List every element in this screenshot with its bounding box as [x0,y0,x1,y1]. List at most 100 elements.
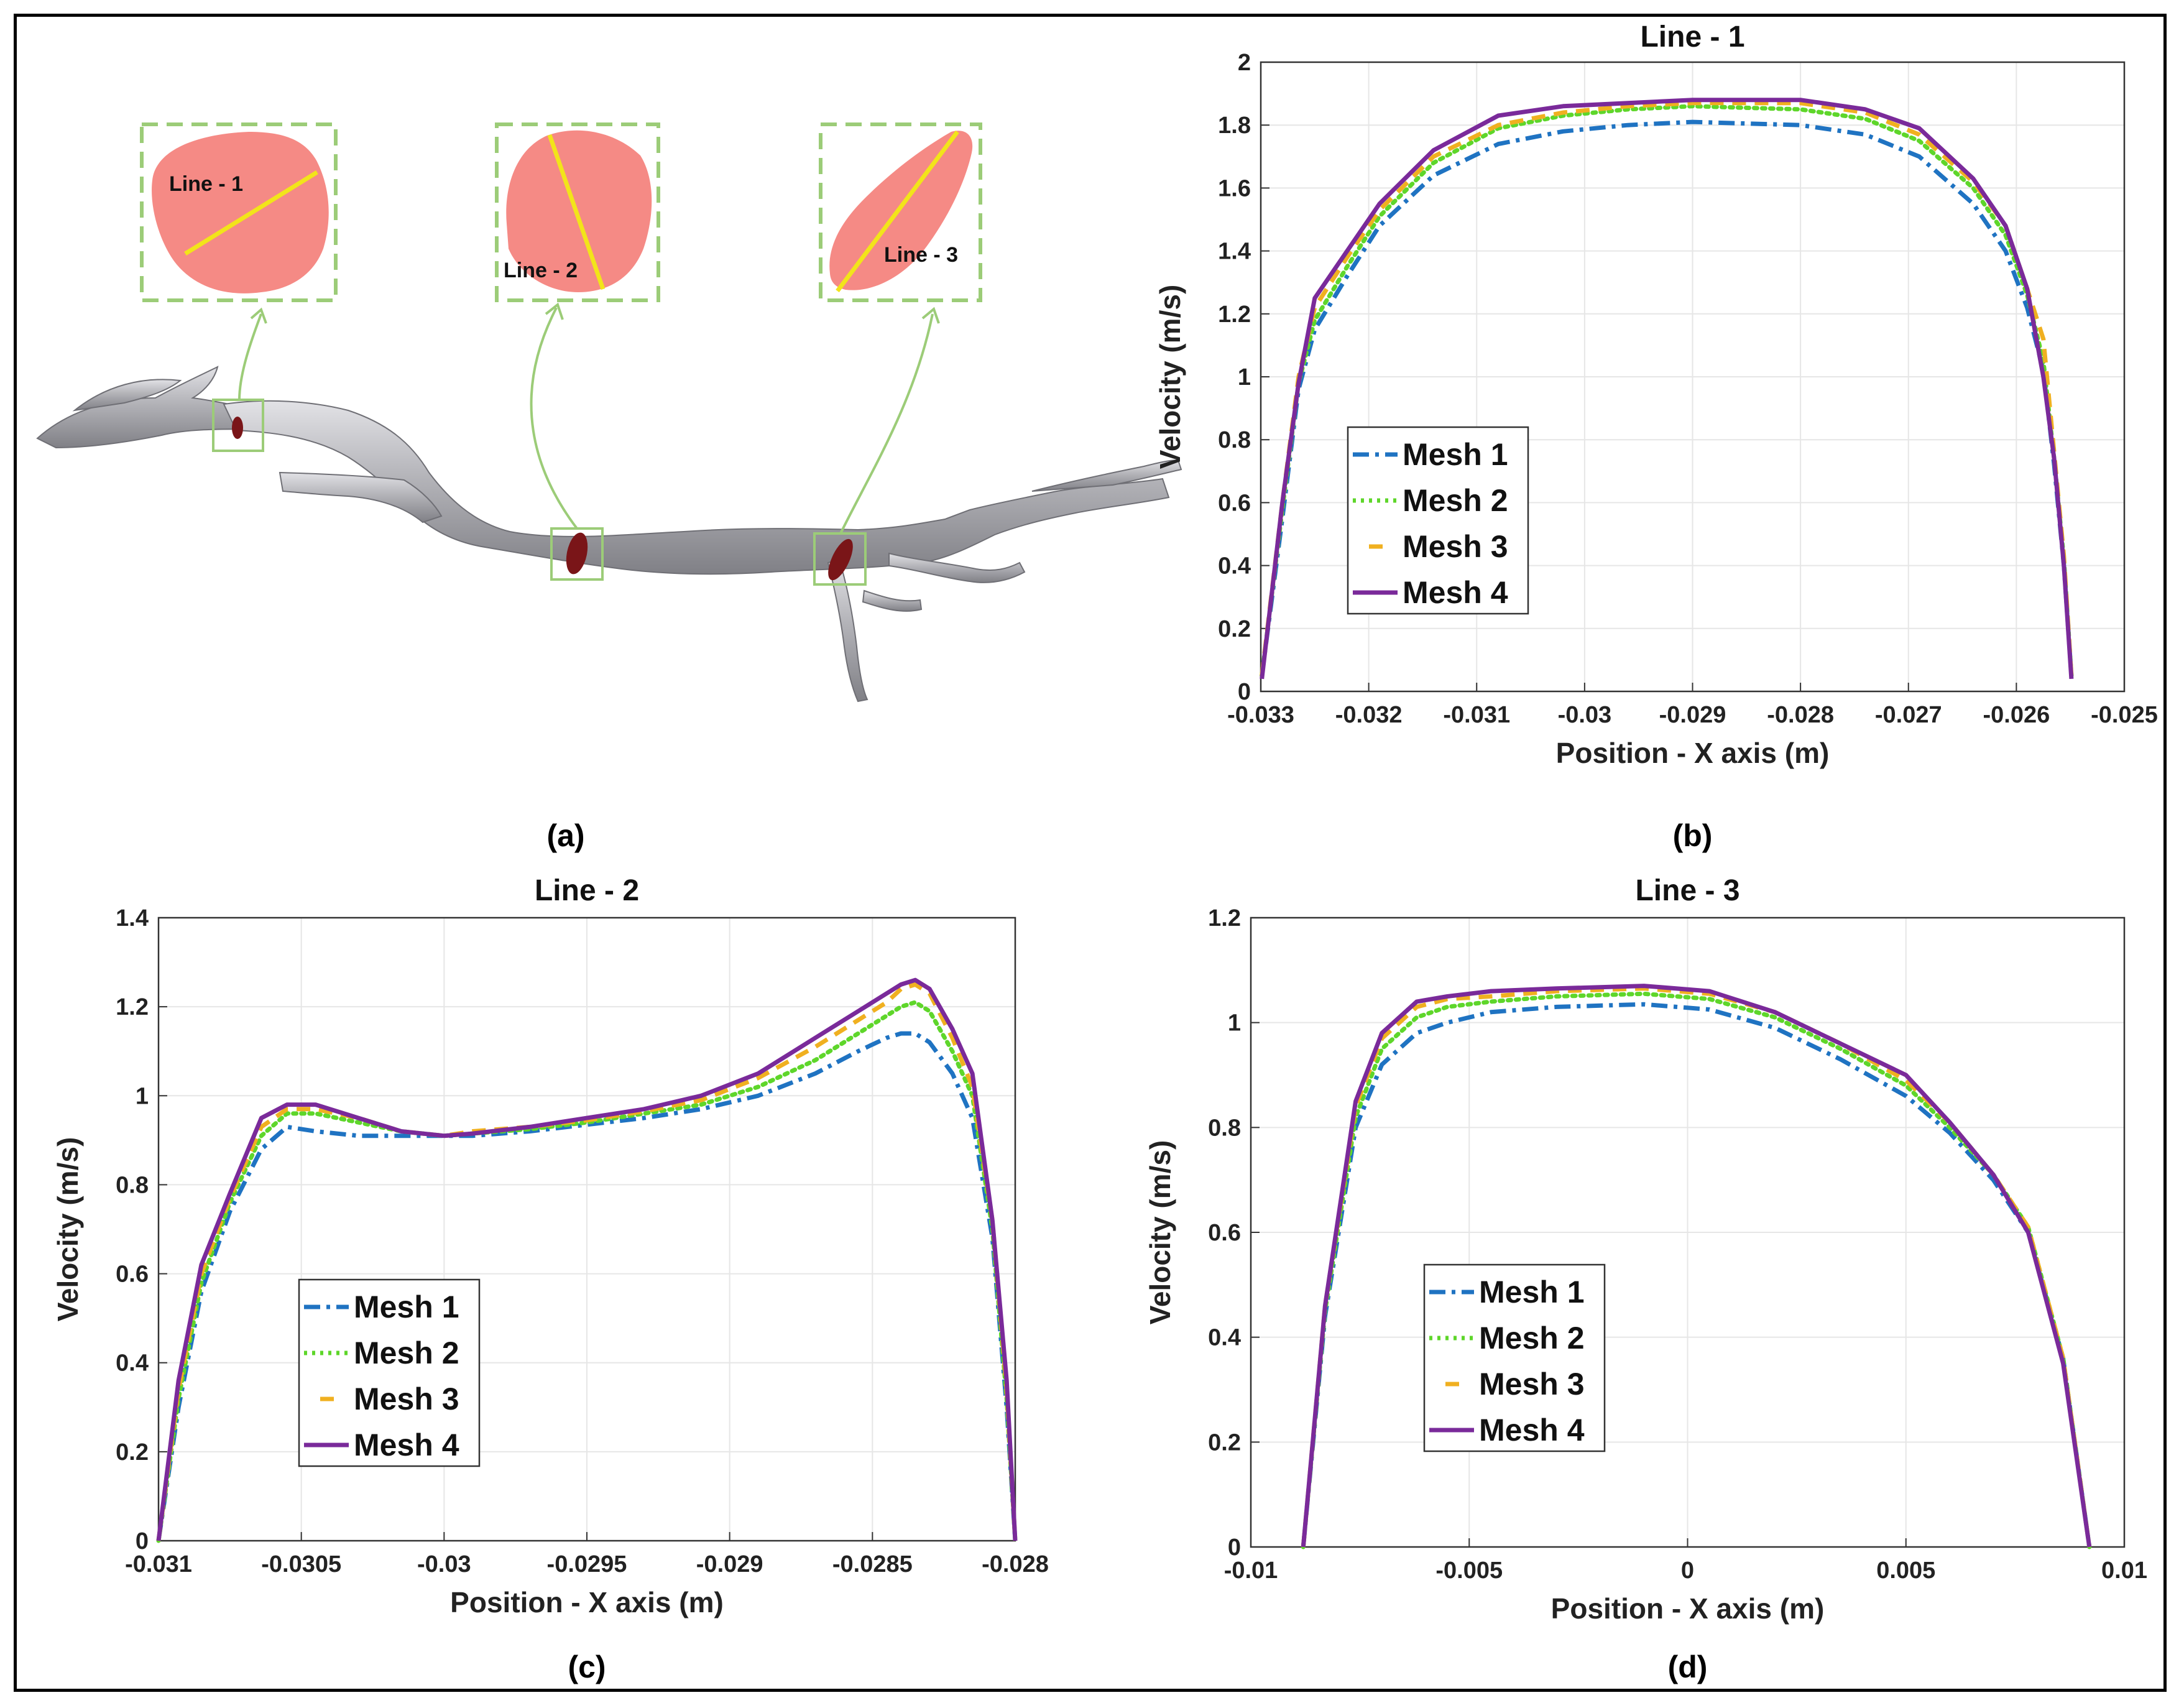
legend-label-mesh-3: Mesh 3 [354,1382,459,1416]
chart-title: Line - 3 [1635,874,1739,907]
legend-label-mesh-1: Mesh 1 [1403,437,1508,472]
y-tick-label: 0.8 [1218,427,1251,453]
section-line-2 [547,134,606,290]
x-tick-label: -0.033 [1227,702,1294,728]
cross-section-icon [506,130,652,292]
x-tick-label: -0.029 [696,1551,763,1577]
inset-frame-1 [140,122,338,302]
chart-line-3: -0.01 -0.005 0 0.005 0.01 0 0.2 0.4 0.6 0.8 1 1.2 Po… [1144,874,2147,1684]
x-tick-label: -0.03 [1558,702,1612,728]
legend-label-mesh-2: Mesh 2 [354,1336,459,1370]
y-tick-label: 1 [1238,364,1251,390]
x-tick-label: -0.01 [1224,1558,1278,1584]
cross-section-icon [152,132,329,293]
y-tick-label: 1.6 [1218,175,1251,201]
panel-a-illustration: Line - 1 Line - 2 Line - 3 (a) [36,122,1182,853]
legend-box [1347,426,1529,615]
section-marker-1 [232,417,243,439]
section-box-3 [813,532,867,586]
figure-frame [14,14,2167,1692]
x-tick-label: 0 [1681,1558,1694,1584]
series-line-mesh-3 [1301,986,2092,1548]
y-tick-label: 1 [136,1083,149,1109]
panel-caption: (d) [1668,1650,1708,1684]
y-tick-label: 1.4 [1218,239,1251,265]
y-tick-label: 0.2 [116,1439,149,1466]
section-line-1 [184,170,318,256]
legend-label-mesh-2: Mesh 2 [1479,1321,1585,1355]
section-marker-3 [828,538,853,581]
y-tick-label: 0.4 [1218,553,1251,579]
series-line-mesh-4 [1260,98,2074,680]
section-line-3 [836,130,959,293]
y-tick-label: 0 [1228,1535,1241,1561]
series-line-mesh-3 [156,982,1018,1541]
y-tick-label: 0.2 [1208,1429,1241,1456]
vessel-geometry-icon [36,366,1182,703]
chart-title: Line - 2 [535,874,639,907]
y-tick-label: 1 [1228,1010,1241,1036]
chart-line-1: -0.033 -0.032 -0.031 -0.03 -0.029 -0.028 -0.02… [1154,21,2158,853]
legend: Mesh 1 Mesh 2 Mesh 3 Mesh 4 [1347,426,1529,615]
x-tick-label: -0.005 [1435,1558,1503,1584]
inset-line-3: Line - 3 [819,122,982,302]
series-line-mesh-1 [156,1031,1018,1541]
y-tick-label: 0.6 [116,1262,149,1288]
x-axis-label: Position - X axis (m) [1556,737,1830,769]
y-tick-label: 0.6 [1208,1220,1241,1246]
legend-label-mesh-4: Mesh 4 [1403,575,1508,610]
legend-label-mesh-4: Mesh 4 [1479,1413,1585,1447]
x-axis-label: Position - X axis (m) [1551,1592,1825,1625]
y-tick-label: 0.2 [1218,616,1251,642]
series-line-mesh-4 [1301,984,2092,1548]
y-axis-label: Velocity (m/s) [1154,285,1186,469]
inset-label-3: Line - 3 [884,243,958,267]
y-tick-label: 1.4 [116,905,149,931]
x-tick-label: -0.029 [1659,702,1726,728]
y-axis-label: Velocity (m/s) [52,1137,84,1322]
connector-arrow-2 [530,307,578,530]
cross-section-icon [829,131,973,290]
x-tick-label: -0.026 [1983,702,2050,728]
chart-line-2: -0.031 -0.0305 -0.03 -0.0295 -0.029 -0.0285 -0… [52,874,1049,1684]
y-axis-label: Velocity (m/s) [1144,1140,1176,1325]
x-tick-label: -0.028 [1767,702,1834,728]
x-tick-label: -0.0285 [832,1551,913,1577]
legend-label-mesh-3: Mesh 3 [1479,1367,1585,1401]
inset-label-2: Line - 2 [504,259,578,282]
y-tick-label: 1.2 [116,994,149,1020]
y-tick-label: 0.4 [1208,1325,1241,1351]
x-tick-label: -0.0295 [547,1551,627,1577]
legend-label-mesh-1: Mesh 1 [1479,1275,1585,1309]
x-tick-label: 0.005 [1876,1558,1935,1584]
legend: Mesh 1 Mesh 2 Mesh 3 Mesh 4 [298,1278,481,1467]
x-tick-label: -0.031 [1443,702,1510,728]
legend-label-mesh-1: Mesh 1 [354,1290,459,1324]
x-axis-label: Position - X axis (m) [450,1586,724,1618]
inset-frame-2 [495,122,660,302]
x-tick-label: -0.025 [2091,702,2158,728]
legend-box [1423,1263,1606,1452]
legend-label-mesh-2: Mesh 2 [1403,483,1508,518]
x-tick-label: -0.0305 [261,1551,341,1577]
inset-label-1: Line - 1 [169,172,243,196]
y-tick-label: 1.2 [1208,905,1241,931]
y-tick-label: 0.8 [116,1172,149,1198]
panel-a-caption: (a) [546,818,584,853]
panel-caption: (c) [568,1650,606,1684]
x-tick-label: -0.031 [125,1551,192,1577]
connector-arrow-3 [839,313,934,534]
y-tick-label: 0.4 [116,1350,149,1377]
legend-label-mesh-4: Mesh 4 [354,1428,459,1462]
inset-frame-3 [819,122,982,302]
series-line-mesh-1 [1260,119,2074,676]
section-marker-2 [566,532,588,575]
connector-arrow-1 [238,313,262,400]
series-line-mesh-4 [156,977,1018,1541]
series-line-mesh-3 [1260,101,2074,676]
y-tick-label: 1.8 [1218,113,1251,139]
x-tick-label: -0.03 [417,1551,471,1577]
x-tick-label: -0.028 [982,1551,1049,1577]
y-tick-label: 0 [136,1528,149,1554]
